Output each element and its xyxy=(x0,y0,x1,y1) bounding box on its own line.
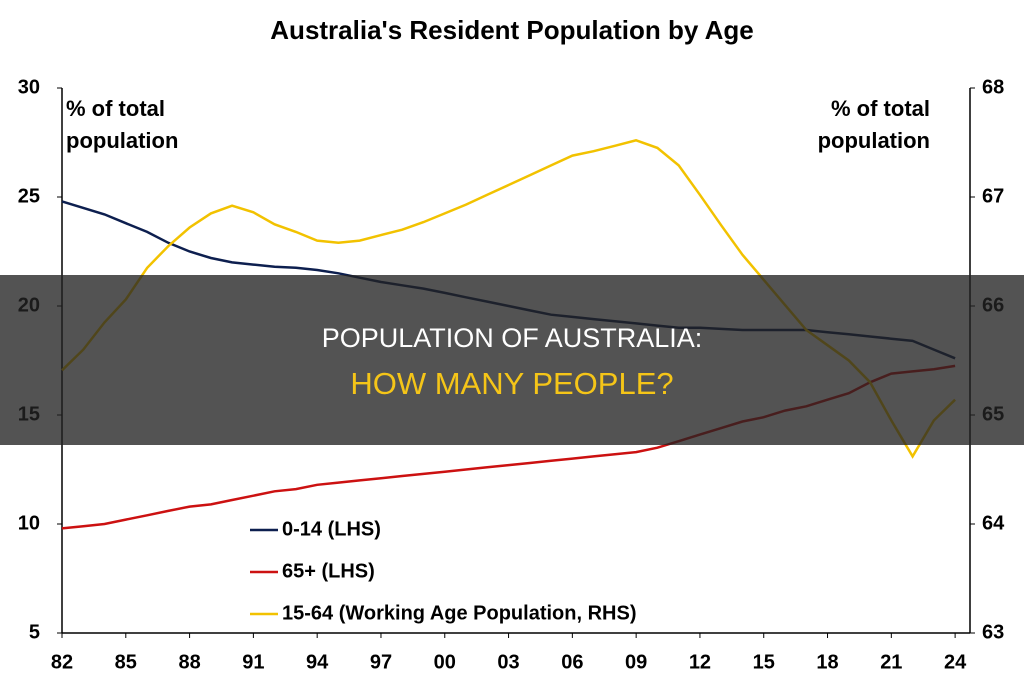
x-tick-label: 09 xyxy=(625,651,647,673)
overlay-band xyxy=(0,275,1024,445)
legend-label: 65+ (LHS) xyxy=(282,560,375,582)
chart-title: Australia's Resident Population by Age xyxy=(270,15,753,45)
x-tick-label: 03 xyxy=(497,651,519,673)
y2-tick-label: 68 xyxy=(982,76,1004,98)
x-tick-label: 15 xyxy=(753,651,775,673)
x-tick-label: 24 xyxy=(944,651,967,673)
x-tick-label: 97 xyxy=(370,651,392,673)
x-tick-label: 21 xyxy=(880,651,902,673)
overlay-subtitle: HOW MANY PEOPLE? xyxy=(350,366,673,401)
legend-label: 15-64 (Working Age Population, RHS) xyxy=(282,602,636,624)
x-tick-label: 00 xyxy=(434,651,456,673)
y-tick-label: 25 xyxy=(18,185,40,207)
overlay-title: POPULATION OF AUSTRALIA: xyxy=(322,323,703,353)
legend-label: 0-14 (LHS) xyxy=(282,518,381,540)
y2-axis-label: % of total xyxy=(831,96,930,121)
x-tick-label: 82 xyxy=(51,651,73,673)
x-tick-label: 91 xyxy=(242,651,264,673)
y-axis-label: population xyxy=(66,128,178,153)
y2-tick-label: 63 xyxy=(982,621,1004,643)
y-tick-label: 10 xyxy=(18,512,40,534)
y-tick-label: 30 xyxy=(18,76,40,98)
x-tick-label: 06 xyxy=(561,651,583,673)
x-tick-label: 88 xyxy=(178,651,200,673)
y2-tick-label: 64 xyxy=(982,512,1005,534)
x-tick-label: 18 xyxy=(816,651,838,673)
y2-tick-label: 67 xyxy=(982,185,1004,207)
y-tick-label: 5 xyxy=(29,621,40,643)
x-tick-label: 94 xyxy=(306,651,329,673)
y-axis-label: % of total xyxy=(66,96,165,121)
y2-axis-label: population xyxy=(818,128,930,153)
x-tick-label: 12 xyxy=(689,651,711,673)
x-tick-label: 85 xyxy=(115,651,137,673)
